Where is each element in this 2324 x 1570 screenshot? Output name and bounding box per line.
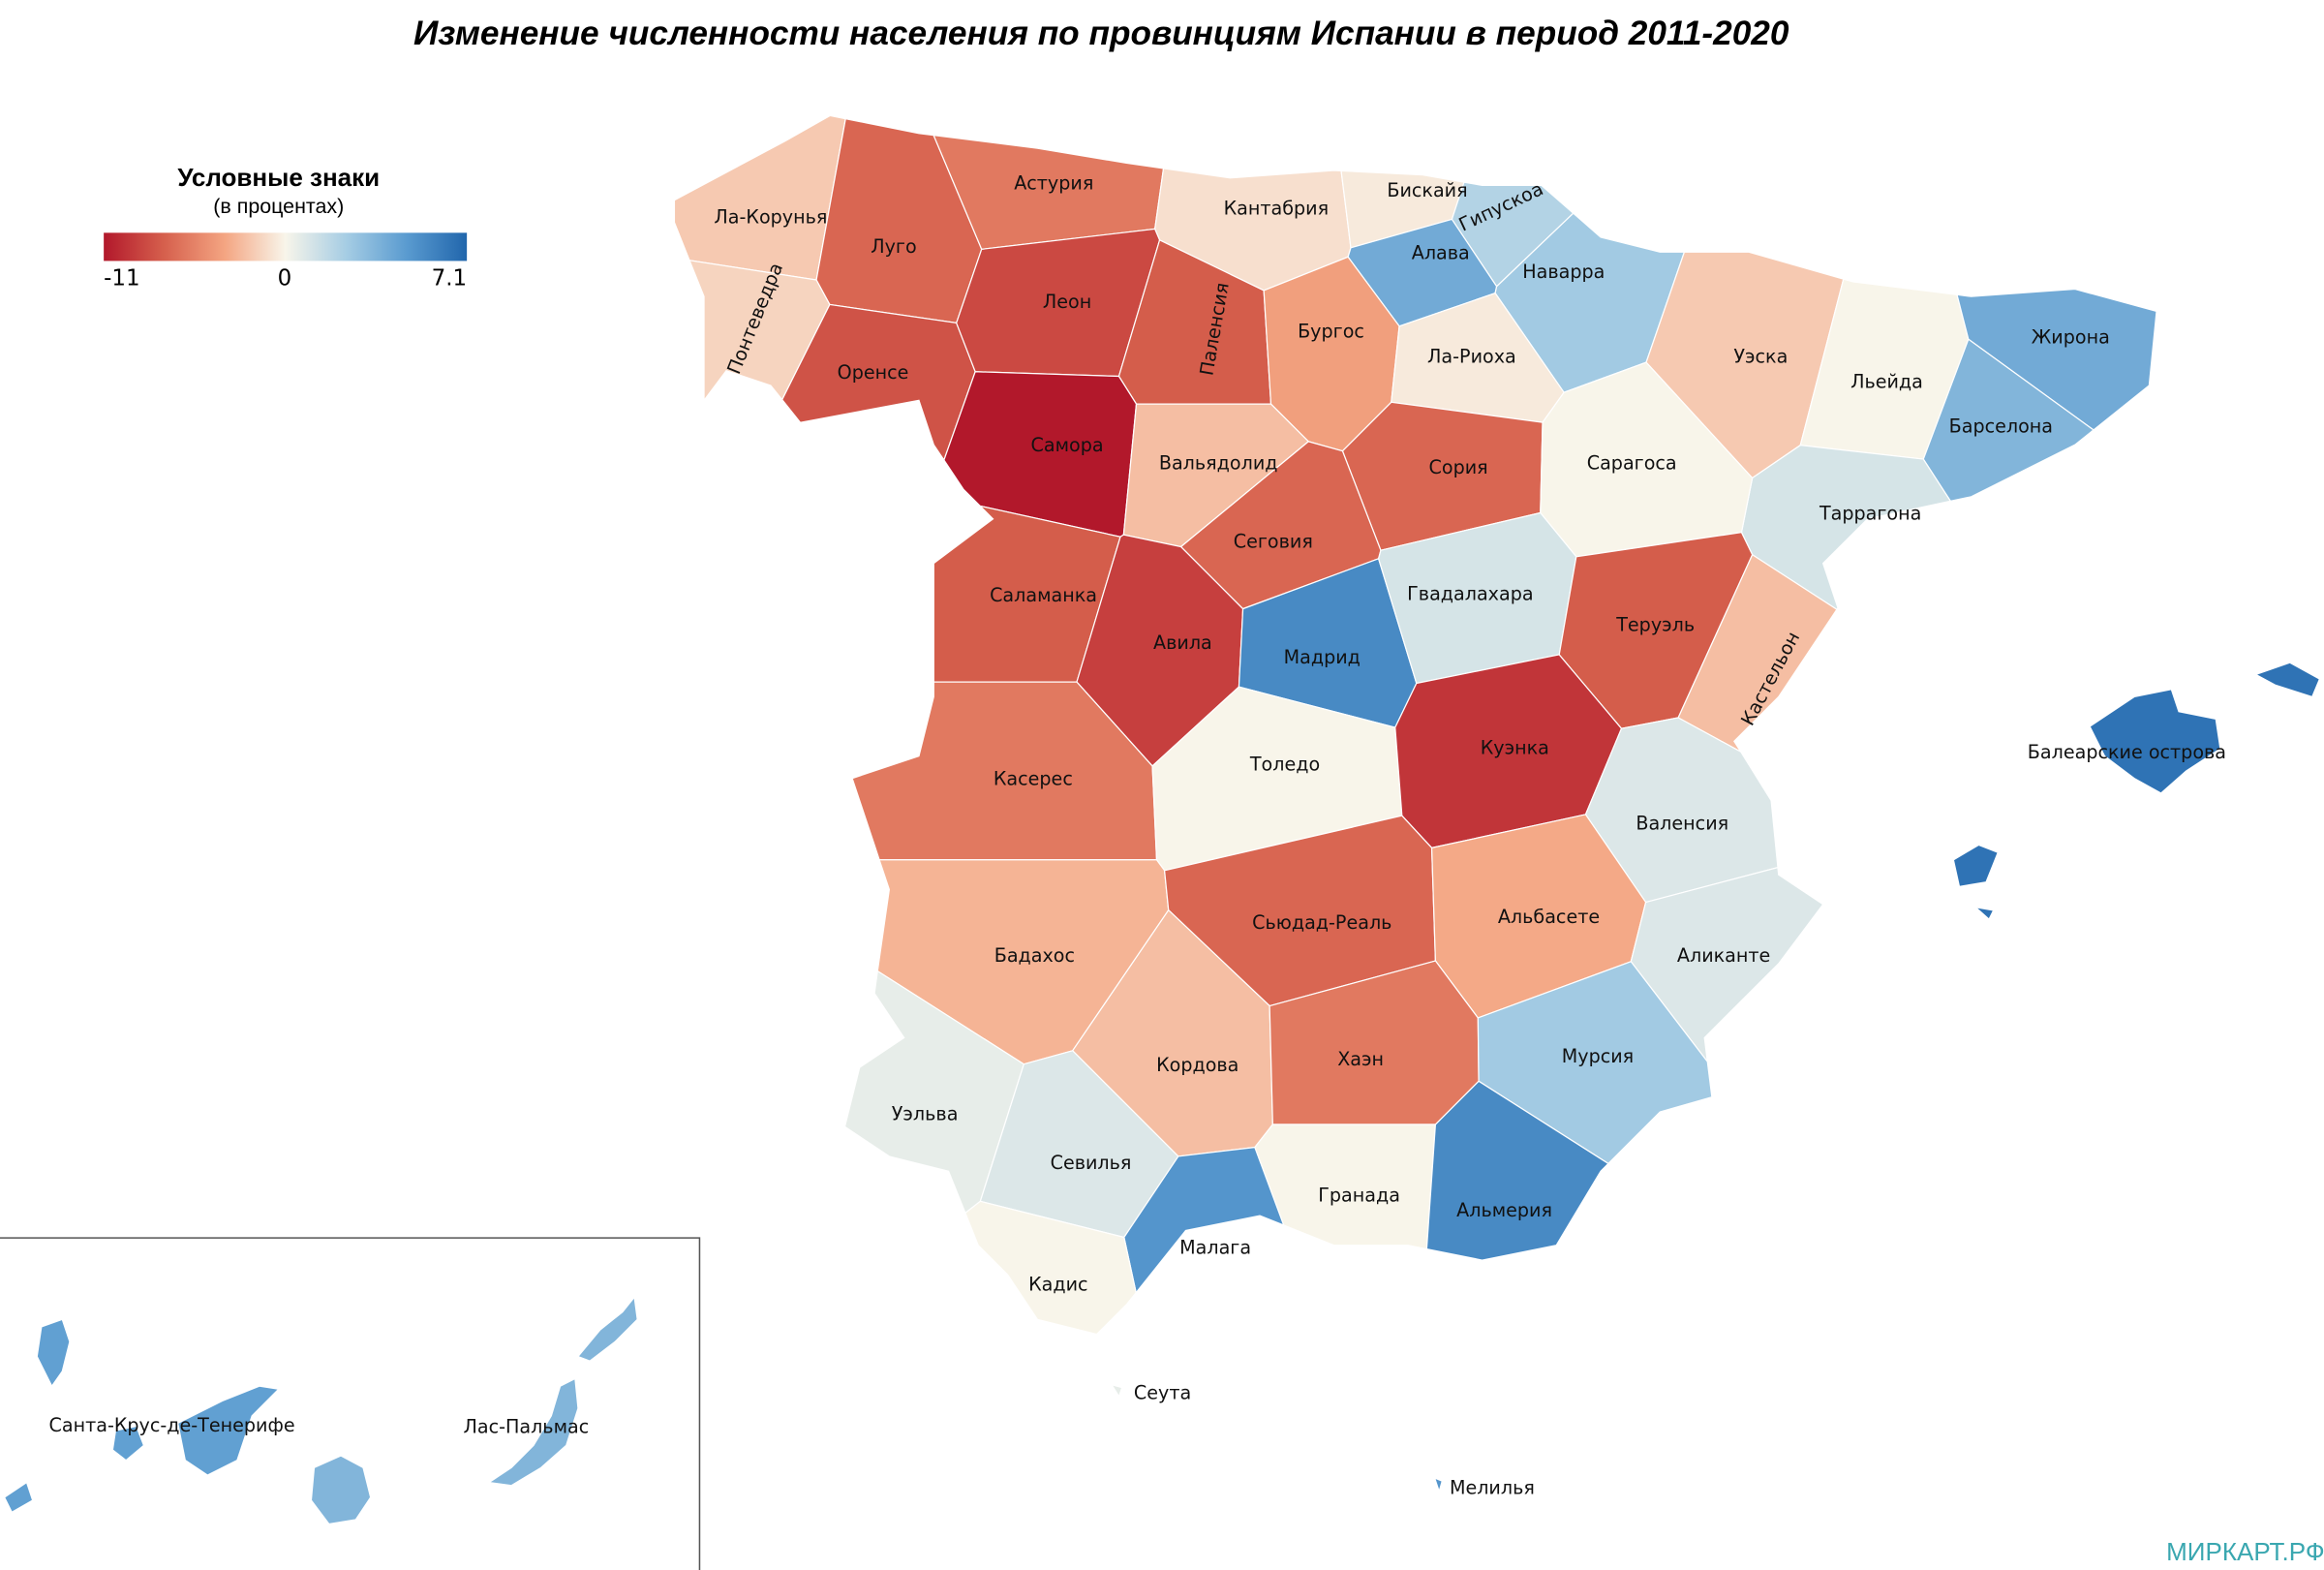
province-label: Самора <box>1031 434 1104 456</box>
province-label: Сьюдад-Реаль <box>1252 911 1391 934</box>
province-label: Санта-Крус-де-Тенерифе <box>49 1414 295 1436</box>
province <box>1110 1383 1123 1399</box>
legend-subtitle: (в процентах) <box>213 195 344 218</box>
province-label: Астурия <box>1014 171 1093 194</box>
province <box>964 1200 1137 1336</box>
province-label: Бадахос <box>994 944 1075 967</box>
province-label: Мадрид <box>1284 646 1361 668</box>
province-label: Хаэн <box>1337 1048 1384 1070</box>
province-label: Барселона <box>1949 415 2053 437</box>
legend-mid: 0 <box>278 265 292 291</box>
province-label: Альбасете <box>1498 906 1600 928</box>
province <box>1630 866 1824 1064</box>
province-label: Луго <box>871 235 916 258</box>
province-label: Таррагона <box>1819 503 1921 525</box>
province-label: Аликанте <box>1677 944 1770 967</box>
province-label: Авила <box>1153 631 1212 654</box>
legend-max: 7.1 <box>432 265 467 291</box>
province-label: Сеговия <box>1234 531 1313 553</box>
province-label: Ла-Риоха <box>1427 345 1516 367</box>
province <box>673 114 846 281</box>
province-label: Саламанка <box>990 584 1097 606</box>
province-label: Льейда <box>1850 370 1923 392</box>
province <box>3 1318 281 1514</box>
province-label: Альмерия <box>1456 1199 1552 1221</box>
province-label: Уэска <box>1733 345 1788 367</box>
watermark: МИРКАРТ.РФ <box>2166 1537 2324 1566</box>
province-label: Мелилья <box>1450 1476 1535 1498</box>
province-label: Алава <box>1412 241 1470 263</box>
province-label: Теруэль <box>1615 613 1695 635</box>
province-label: Наварра <box>1522 261 1605 283</box>
legend-min: -11 <box>104 265 139 291</box>
province-label: Сория <box>1429 456 1488 478</box>
province <box>310 1295 638 1525</box>
province-label: Мурсия <box>1562 1045 1634 1067</box>
province <box>1952 662 2321 921</box>
legend-title: Условные знаки <box>177 163 380 192</box>
inset-frame <box>0 1237 701 1570</box>
province <box>1433 1477 1444 1493</box>
province-label: Сеута <box>1134 1381 1191 1403</box>
province-label: Жирона <box>2032 326 2110 349</box>
province-label: Бургос <box>1298 320 1364 342</box>
province-label: Оренсе <box>838 361 909 384</box>
province-label: Касерес <box>994 768 1073 790</box>
province-label: Гвадалахара <box>1407 582 1533 604</box>
province <box>1425 1080 1609 1261</box>
province-label: Бискайя <box>1387 179 1467 201</box>
province-label: Толедо <box>1249 753 1320 775</box>
map-title: Изменение численности населения по прови… <box>413 15 1789 52</box>
province-label: Куэнка <box>1481 737 1549 759</box>
province-label: Севилья <box>1051 1152 1132 1174</box>
province-label: Леон <box>1043 291 1091 313</box>
province-label: Вальядолид <box>1159 452 1278 475</box>
province-label: Лас-Пальмас <box>463 1416 589 1438</box>
province-label: Ла-Корунья <box>714 206 827 229</box>
province-label: Балеарские острова <box>2028 741 2226 763</box>
province-label: Валенсия <box>1636 813 1728 835</box>
legend-bar <box>104 232 468 262</box>
province-label: Сарагоса <box>1587 452 1677 475</box>
province <box>688 260 831 403</box>
province-label: Малага <box>1179 1236 1251 1258</box>
province-label: Кантабрия <box>1224 197 1330 219</box>
province-label: Уэльва <box>892 1103 959 1125</box>
province-label: Кордова <box>1156 1054 1238 1076</box>
province-label: Кадис <box>1028 1274 1087 1296</box>
province-label: Гранада <box>1318 1185 1400 1207</box>
